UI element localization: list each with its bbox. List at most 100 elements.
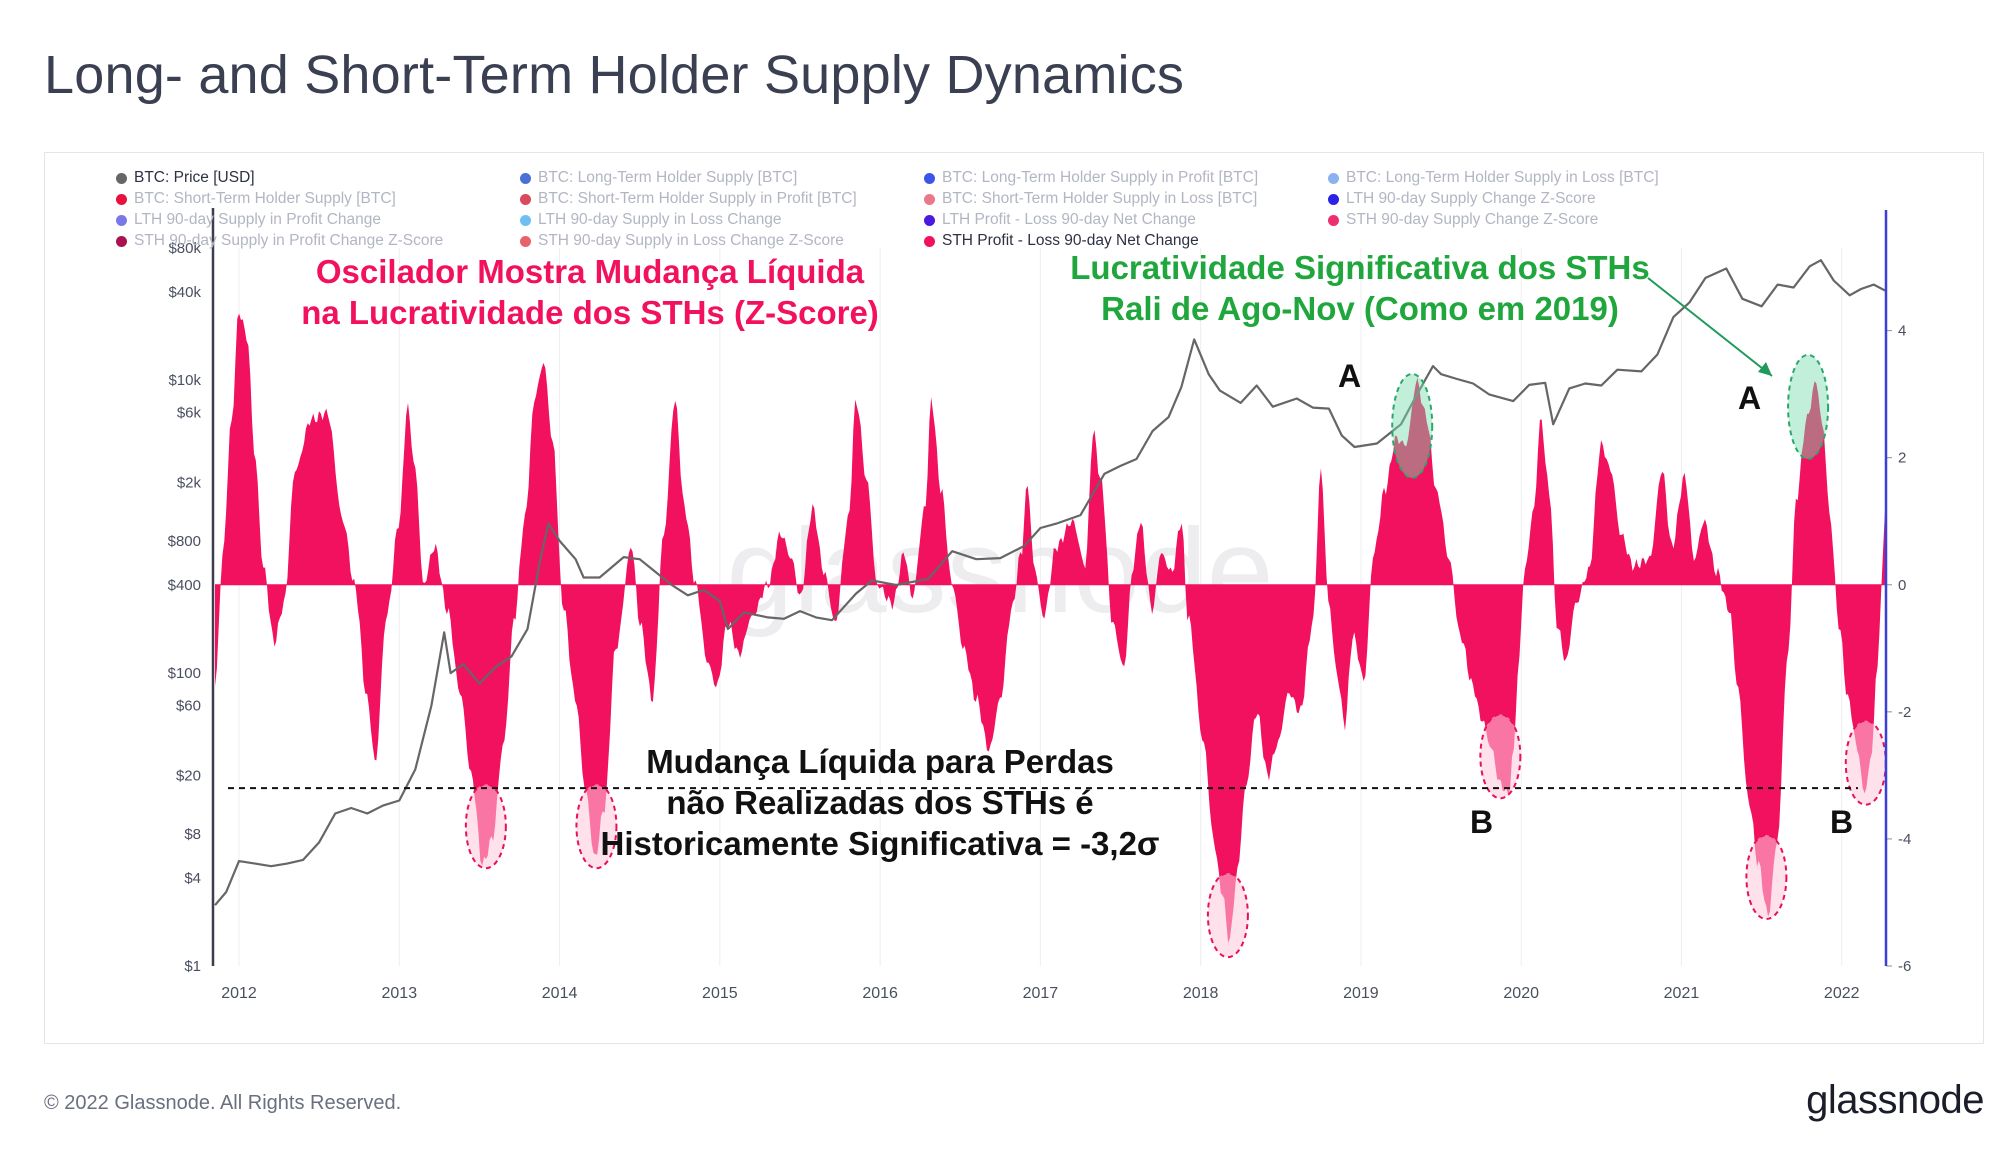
legend-label: LTH 90-day Supply Change Z-Score bbox=[1346, 190, 1596, 207]
legend-label: LTH 90-day Supply in Profit Change bbox=[134, 211, 381, 228]
price-layer bbox=[214, 259, 1886, 906]
legend-label: BTC: Short-Term Holder Supply in Loss [B… bbox=[942, 190, 1258, 207]
y-right-tick-label: -6 bbox=[1898, 958, 1911, 975]
legend-item[interactable]: BTC: Price [USD] bbox=[116, 168, 520, 188]
legend-dot-icon bbox=[520, 235, 531, 247]
x-tick-label: 2015 bbox=[702, 985, 738, 1002]
legend-item[interactable]: STH 90-day Supply in Loss Change Z-Score bbox=[520, 231, 924, 251]
annotation-losses-line-1: Mudança Líquida para Perdas bbox=[646, 743, 1114, 780]
annotation-oscillator: Oscilador Mostra Mudança Líquida na Lucr… bbox=[250, 252, 930, 334]
legend-item[interactable]: STH 90-day Supply in Profit Change Z-Sco… bbox=[116, 231, 520, 251]
marker-a-2021: A bbox=[1738, 380, 1762, 416]
oscillator-layer bbox=[215, 313, 1885, 943]
legend-label: LTH Profit - Loss 90-day Net Change bbox=[942, 211, 1196, 228]
legend-item[interactable]: STH 90-day Supply Change Z-Score bbox=[1328, 210, 1732, 230]
legend-item[interactable]: BTC: Short-Term Holder Supply in Profit … bbox=[520, 189, 924, 209]
y-right-tick-label: 4 bbox=[1898, 323, 1906, 340]
y-left-tick-label: $6k bbox=[177, 405, 202, 422]
y-left-tick-label: $4 bbox=[184, 870, 201, 887]
legend-item[interactable]: BTC: Long-Term Holder Supply in Loss [BT… bbox=[1328, 168, 1732, 188]
legend-label: BTC: Long-Term Holder Supply in Loss [BT… bbox=[1346, 169, 1659, 186]
legend-label: BTC: Long-Term Holder Supply [BTC] bbox=[538, 169, 798, 186]
legend-dot-icon bbox=[520, 193, 531, 205]
annotation-oscillator-line-2: na Lucratividade dos STHs (Z-Score) bbox=[301, 293, 879, 331]
y-right-tick-label: 2 bbox=[1898, 450, 1906, 467]
legend-item[interactable]: BTC: Short-Term Holder Supply in Loss [B… bbox=[924, 189, 1328, 209]
axes: 2012 2013 2014 2015 2016 2017 2018 2019 2020 2021… bbox=[168, 208, 1911, 1002]
legend-item[interactable]: BTC: Short-Term Holder Supply [BTC] bbox=[116, 189, 520, 209]
annotation-profitability-line-1: Lucratividade Significativa dos STHs bbox=[1070, 249, 1650, 286]
x-tick-label: 2013 bbox=[382, 985, 418, 1002]
legend-dot-icon bbox=[924, 235, 935, 247]
legend-label: STH 90-day Supply Change Z-Score bbox=[1346, 211, 1599, 228]
marker-a-2019: A bbox=[1338, 358, 1362, 394]
legend-item[interactable]: BTC: Long-Term Holder Supply [BTC] bbox=[520, 168, 924, 188]
glassnode-logo: glassnode bbox=[1806, 1078, 1984, 1122]
loss-highlight bbox=[1206, 872, 1249, 959]
loss-highlight bbox=[1479, 713, 1522, 800]
legend-item[interactable]: LTH Profit - Loss 90-day Net Change bbox=[924, 210, 1328, 230]
legend-dot-icon bbox=[520, 172, 531, 184]
legend-label: BTC: Price [USD] bbox=[134, 169, 255, 186]
legend-dot-icon bbox=[116, 214, 127, 226]
legend-dot-icon bbox=[1328, 193, 1339, 205]
legend-label: BTC: Short-Term Holder Supply [BTC] bbox=[134, 190, 396, 207]
y-left-tick-label: $20 bbox=[176, 767, 201, 784]
annotation-arrow bbox=[1647, 277, 1773, 377]
x-tick-label: 2016 bbox=[862, 985, 898, 1002]
legend-label: STH Profit - Loss 90-day Net Change bbox=[942, 232, 1199, 249]
y-right-tick-label: -2 bbox=[1898, 704, 1911, 721]
marker-b-2022: B bbox=[1830, 804, 1854, 840]
loss-highlight bbox=[1844, 719, 1887, 806]
marker-b-2019: B bbox=[1470, 804, 1494, 840]
x-tick-label: 2014 bbox=[542, 985, 578, 1002]
loss-highlight bbox=[1745, 834, 1788, 921]
legend-item[interactable]: BTC: Long-Term Holder Supply in Profit [… bbox=[924, 168, 1328, 188]
chart-frame bbox=[44, 152, 1984, 1044]
x-tick-label: 2019 bbox=[1343, 985, 1379, 1002]
legend-dot-icon bbox=[1328, 214, 1339, 226]
legend-dot-icon bbox=[924, 172, 935, 184]
legend-dot-icon bbox=[520, 214, 531, 226]
legend-label: STH 90-day Supply in Profit Change Z-Sco… bbox=[134, 232, 444, 249]
legend-label: BTC: Short-Term Holder Supply in Profit … bbox=[538, 190, 857, 207]
copyright: © 2022 Glassnode. All Rights Reserved. bbox=[44, 1092, 402, 1114]
legend: BTC: Price [USD] BTC: Long-Term Holder Su… bbox=[116, 168, 1756, 251]
x-tick-label: 2021 bbox=[1664, 985, 1700, 1002]
x-tick-label: 2017 bbox=[1023, 985, 1059, 1002]
x-tick-label: 2018 bbox=[1183, 985, 1219, 1002]
y-left-tick-label: $80k bbox=[168, 240, 201, 257]
loss-highlight bbox=[464, 783, 507, 870]
y-left-tick-label: $60 bbox=[176, 698, 201, 715]
page-title: Long- and Short-Term Holder Supply Dynam… bbox=[44, 45, 1185, 105]
legend-dot-icon bbox=[116, 235, 127, 247]
legend-item[interactable]: LTH 90-day Supply in Profit Change bbox=[116, 210, 520, 230]
profit-highlight bbox=[1391, 372, 1434, 479]
y-left-tick-label: $8 bbox=[184, 826, 201, 843]
annotation-losses-line-3: Historicamente Significativa = -3,2σ bbox=[600, 824, 1160, 862]
loss-highlight bbox=[575, 783, 618, 870]
legend-label: BTC: Long-Term Holder Supply in Profit [… bbox=[942, 169, 1259, 186]
y-right-tick-label: -4 bbox=[1898, 831, 1911, 848]
x-tick-label: 2020 bbox=[1503, 985, 1539, 1002]
annotation-profitability: Lucratividade Significativa dos STHs Ral… bbox=[1040, 248, 1680, 330]
y-left-tick-label: $40k bbox=[168, 284, 201, 301]
y-left-tick-label: $2k bbox=[177, 475, 202, 492]
y-right-tick-label: 0 bbox=[1898, 577, 1906, 594]
annotation-losses-line-2: não Realizadas dos STHs é bbox=[666, 783, 1094, 821]
price-line bbox=[214, 259, 1886, 906]
y-left-tick-label: $1 bbox=[184, 958, 201, 975]
legend-item[interactable]: LTH 90-day Supply in Loss Change bbox=[520, 210, 924, 230]
annotation-arrowhead-icon bbox=[1758, 362, 1772, 376]
annotation-losses: Mudança Líquida para Perdas não Realizad… bbox=[560, 742, 1200, 865]
legend-item[interactable]: STH Profit - Loss 90-day Net Change bbox=[924, 231, 1328, 251]
legend-label: LTH 90-day Supply in Loss Change bbox=[538, 211, 782, 228]
legend-label: STH 90-day Supply in Loss Change Z-Score bbox=[538, 232, 844, 249]
legend-dot-icon bbox=[1328, 172, 1339, 184]
x-tick-label: 2022 bbox=[1824, 985, 1860, 1002]
legend-item[interactable]: LTH 90-day Supply Change Z-Score bbox=[1328, 189, 1732, 209]
annotation-oscillator-line-1: Oscilador Mostra Mudança Líquida bbox=[315, 253, 865, 290]
y-left-tick-label: $800 bbox=[168, 533, 201, 550]
legend-dot-icon bbox=[924, 214, 935, 226]
